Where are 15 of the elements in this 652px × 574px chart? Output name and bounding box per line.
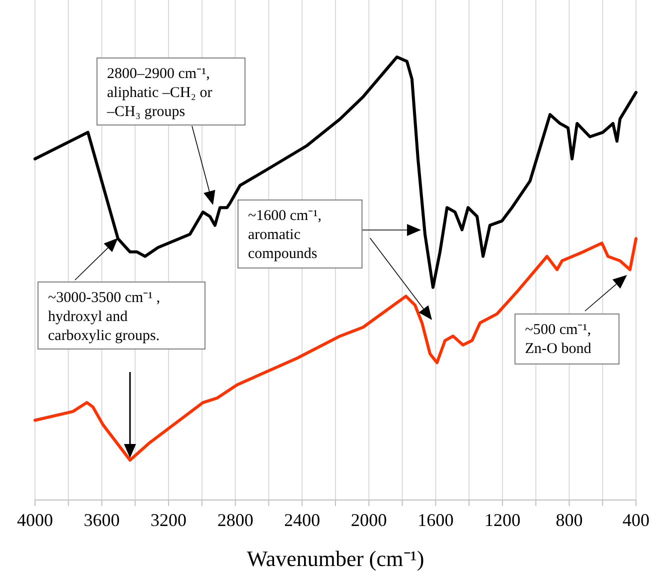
x-tick-label: 2800: [217, 510, 254, 530]
x-axis-title: Wavenumber (cm⁻¹): [246, 546, 424, 571]
x-tick-label: 800: [556, 510, 583, 530]
x-tick-label: 400: [622, 510, 650, 530]
x-tick-label: 2000: [350, 510, 387, 530]
annotation: 2800–2900 cm⁻¹, aliphatic –CH₂ or –CH₃ groups: [106, 66, 212, 120]
annotation: ~3000-3500 cm⁻¹ , hydroxyl and carboxylic groups.: [48, 290, 160, 344]
x-tick-label: 3600: [84, 510, 120, 530]
x-tick-label: 2400: [284, 510, 320, 530]
x-tick-label: 4000: [17, 510, 53, 530]
x-tick-label: 1200: [484, 510, 520, 530]
annotation: ~1600 cm⁻¹, aromatic compounds: [248, 208, 322, 262]
annotation: ~500 cm⁻¹, Zn-O bond: [525, 322, 592, 357]
x-tick-label: 3200: [150, 510, 187, 530]
x-tick-label: 1600: [418, 510, 454, 530]
